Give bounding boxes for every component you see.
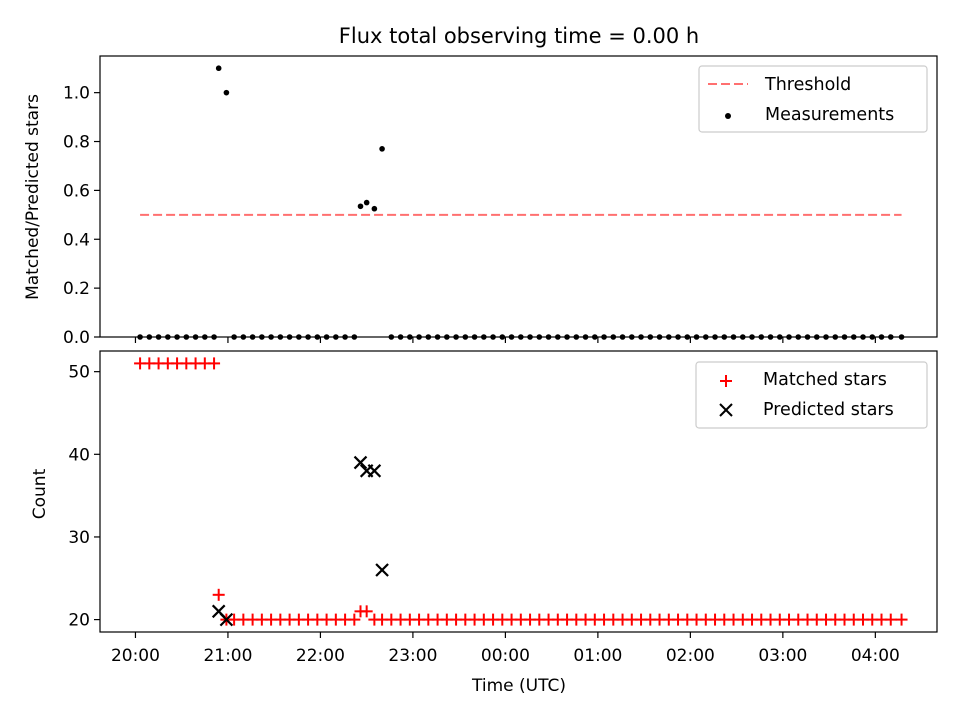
- bottom-y-axis-label: Count: [30, 468, 50, 519]
- matched-star-point: [895, 613, 908, 626]
- bottom-legend: Matched stars Predicted stars: [695, 361, 928, 429]
- x-tick-label: 20:00: [111, 646, 160, 666]
- measurement-point: [223, 89, 230, 96]
- measurement-point: [379, 146, 385, 152]
- predicted-star-point: [367, 464, 382, 478]
- legend-measurements-label: Measurements: [765, 105, 894, 125]
- matched-star-point: [348, 613, 361, 626]
- x-tick-label: 23:00: [388, 646, 437, 666]
- top-legend-box: [698, 65, 928, 133]
- count-points: [134, 357, 908, 627]
- count-panel: Count Time (UTC) 20 30 40 50 20:00 21:00 22:00…: [30, 350, 938, 696]
- predicted-star-stroke-b: [375, 563, 389, 577]
- measurement-point: [363, 199, 370, 206]
- x-tick-label: 01:00: [573, 646, 622, 666]
- predicted-star-point: [375, 563, 389, 577]
- measurement-point: [371, 205, 378, 212]
- x-tick-label: 02:00: [666, 646, 715, 666]
- bottom-y-tick-label: 30: [68, 528, 90, 548]
- x-tick-label: 03:00: [758, 646, 807, 666]
- matched-star-point: [360, 605, 373, 618]
- top-y-tick-label: 0.4: [63, 230, 90, 250]
- legend-matched-label: Matched stars: [763, 370, 887, 390]
- legend-threshold-label: Threshold: [764, 75, 851, 95]
- predicted-star-stroke-b: [367, 464, 382, 478]
- bottom-axis-ticks: 20 30 40 50 20:00 21:00 22:00 23:00 00:00 01:00 02…: [68, 363, 899, 666]
- top-y-tick-label: 0.8: [63, 133, 90, 153]
- legend-predicted-label: Predicted stars: [763, 400, 894, 420]
- bottom-legend-box: [695, 361, 928, 429]
- measurement-point: [357, 203, 364, 210]
- ratio-panel: Flux total observing time = 0.00 h Match…: [23, 24, 938, 348]
- top-axis-ticks: 0.0 0.2 0.4 0.6 0.8 1.0: [63, 84, 876, 348]
- predicted-star-point: [219, 612, 234, 627]
- matched-star-point: [212, 588, 225, 601]
- predicted-star-stroke-b: [219, 612, 234, 627]
- bottom-plot-frame: [99, 350, 938, 633]
- top-y-axis-label: Matched/Predicted stars: [23, 94, 43, 300]
- top-legend: Threshold Measurements: [698, 65, 928, 133]
- top-y-tick-label: 0.2: [63, 279, 90, 299]
- matched-star-point: [208, 357, 221, 370]
- predicted-star-stroke-b: [353, 455, 368, 470]
- legend-matched-swatch: [720, 375, 732, 387]
- top-y-tick-label: 1.0: [63, 84, 90, 104]
- x-tick-label: 21:00: [203, 646, 252, 666]
- bottom-y-tick-label: 20: [68, 611, 90, 631]
- x-tick-label: 04:00: [851, 646, 900, 666]
- top-plot-frame: [99, 55, 938, 338]
- x-tick-label: 00:00: [481, 646, 530, 666]
- top-y-tick-label: 0.6: [63, 181, 90, 201]
- x-axis-label: Time (UTC): [471, 676, 566, 696]
- measurement-point: [215, 65, 222, 72]
- bottom-y-tick-label: 50: [68, 363, 90, 383]
- predicted-star-point: [353, 455, 368, 470]
- legend-predicted-swatch: [719, 403, 733, 417]
- matched-star-point: [884, 613, 897, 626]
- legend-measurements-swatch: [725, 113, 731, 119]
- bottom-y-tick-label: 40: [68, 445, 90, 465]
- chart-title: Flux total observing time = 0.00 h: [339, 24, 699, 48]
- top-y-tick-label: 0.0: [63, 328, 90, 348]
- predicted-star-stroke-b: [211, 604, 226, 619]
- x-tick-label: 22:00: [296, 646, 345, 666]
